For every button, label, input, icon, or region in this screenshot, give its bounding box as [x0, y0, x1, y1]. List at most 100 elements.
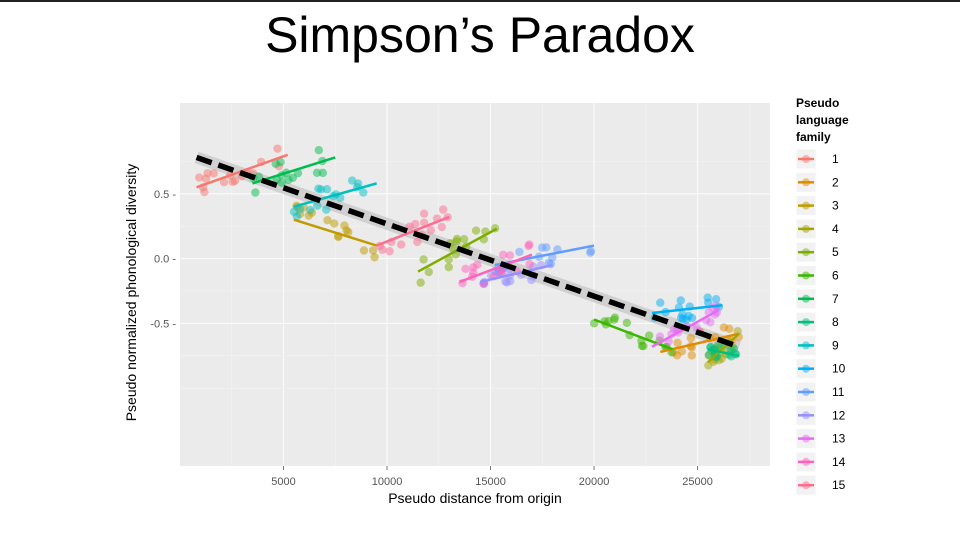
- data-point: [438, 205, 448, 214]
- data-point: [396, 240, 406, 249]
- data-point: [273, 144, 282, 153]
- data-point: [444, 262, 453, 272]
- data-point: [411, 219, 420, 229]
- fit-line-4: [707, 332, 740, 364]
- legend-key-point: [802, 224, 810, 233]
- data-point: [711, 295, 721, 304]
- data-point: [537, 243, 547, 252]
- data-point: [609, 315, 619, 324]
- legend-label: 15: [832, 478, 846, 492]
- x-tick-label: 20000: [579, 476, 610, 488]
- data-point: [687, 313, 697, 323]
- data-point: [312, 168, 322, 177]
- x-tick-label: 15000: [475, 476, 506, 488]
- legend-key-point: [802, 318, 810, 327]
- data-point: [419, 209, 429, 218]
- data-point: [678, 314, 688, 324]
- data-point: [254, 172, 264, 181]
- legend: Pseudolanguagefamily12345678910111213141…: [795, 96, 849, 496]
- legend-key-point: [802, 201, 810, 210]
- legend-key-point: [802, 178, 810, 187]
- legend-label: 4: [832, 222, 839, 236]
- legend-label: 2: [832, 175, 839, 189]
- data-point: [725, 324, 734, 333]
- legend-key-point: [802, 388, 810, 396]
- data-point: [313, 201, 322, 210]
- data-point: [344, 227, 353, 237]
- legend-label: 6: [832, 269, 839, 283]
- data-point: [655, 332, 665, 341]
- data-point: [322, 205, 331, 214]
- fit-line-10: [651, 304, 723, 315]
- legend-key-point: [802, 364, 810, 373]
- data-point: [673, 338, 682, 348]
- slide-title: Simpson’s Paradox: [265, 7, 695, 63]
- data-point: [314, 184, 323, 193]
- data-point: [419, 255, 428, 264]
- data-point: [336, 193, 345, 203]
- legend-key-point: [802, 341, 810, 350]
- x-axis-ticks: 5000 10000 15000 20000 25000: [271, 466, 713, 488]
- data-point: [416, 278, 425, 287]
- data-point: [209, 169, 218, 178]
- data-point: [359, 188, 368, 197]
- data-point: [639, 341, 648, 351]
- data-point: [686, 333, 696, 343]
- legend-label: 13: [832, 432, 846, 446]
- data-point: [687, 351, 696, 360]
- legend-key-point: [802, 248, 810, 257]
- legend-label: 14: [832, 455, 846, 469]
- data-point: [200, 187, 209, 197]
- data-point: [251, 188, 260, 197]
- data-point: [368, 246, 378, 255]
- grid-lines: [180, 103, 770, 466]
- fit-line-12: [479, 263, 553, 284]
- data-point: [677, 347, 687, 356]
- data-point: [340, 221, 349, 230]
- legend-key-point: [802, 155, 810, 163]
- legend-label: 10: [832, 362, 846, 376]
- data-point: [505, 251, 515, 260]
- legend-key-point: [802, 434, 810, 443]
- data-point: [288, 173, 297, 182]
- data-point: [437, 222, 447, 232]
- legend-label: 11: [832, 385, 845, 399]
- legend-label: 9: [832, 338, 839, 352]
- data-point: [426, 226, 435, 235]
- data-point: [314, 145, 323, 155]
- legend-title: family: [796, 130, 831, 144]
- legend-key-point: [802, 457, 810, 466]
- data-point: [622, 318, 632, 327]
- legend-label: 1: [832, 152, 839, 166]
- overall-trend-line: [195, 154, 740, 350]
- group-fit-lines: [196, 153, 740, 364]
- data-point: [385, 246, 394, 256]
- data-point: [586, 248, 595, 257]
- legend-label: 7: [832, 292, 839, 306]
- data-point: [347, 176, 357, 185]
- plot-panel: [180, 103, 770, 466]
- data-point: [219, 177, 229, 187]
- x-tick-label: 25000: [682, 476, 713, 488]
- y-tick-label: 0.5 -: [154, 189, 176, 201]
- legend-label: 5: [832, 245, 839, 259]
- data-point: [525, 240, 534, 249]
- y-axis-title: Pseudo normalized phonological diversity: [123, 164, 139, 422]
- fit-line-15: [376, 215, 450, 247]
- data-point: [201, 174, 211, 183]
- fit-line-14: [459, 253, 533, 284]
- data-point: [318, 168, 328, 178]
- data-point: [322, 185, 332, 194]
- fit-line-2: [659, 332, 740, 354]
- fit-line-6: [593, 318, 674, 351]
- y-tick-label: 0.0 -: [154, 254, 176, 266]
- legend-label: 3: [832, 199, 839, 213]
- x-tick-label: 10000: [372, 476, 403, 488]
- data-point: [424, 267, 433, 277]
- data-point: [195, 173, 204, 182]
- data-point: [306, 205, 315, 215]
- data-point: [378, 245, 387, 254]
- data-point: [525, 259, 534, 269]
- data-point: [230, 176, 240, 186]
